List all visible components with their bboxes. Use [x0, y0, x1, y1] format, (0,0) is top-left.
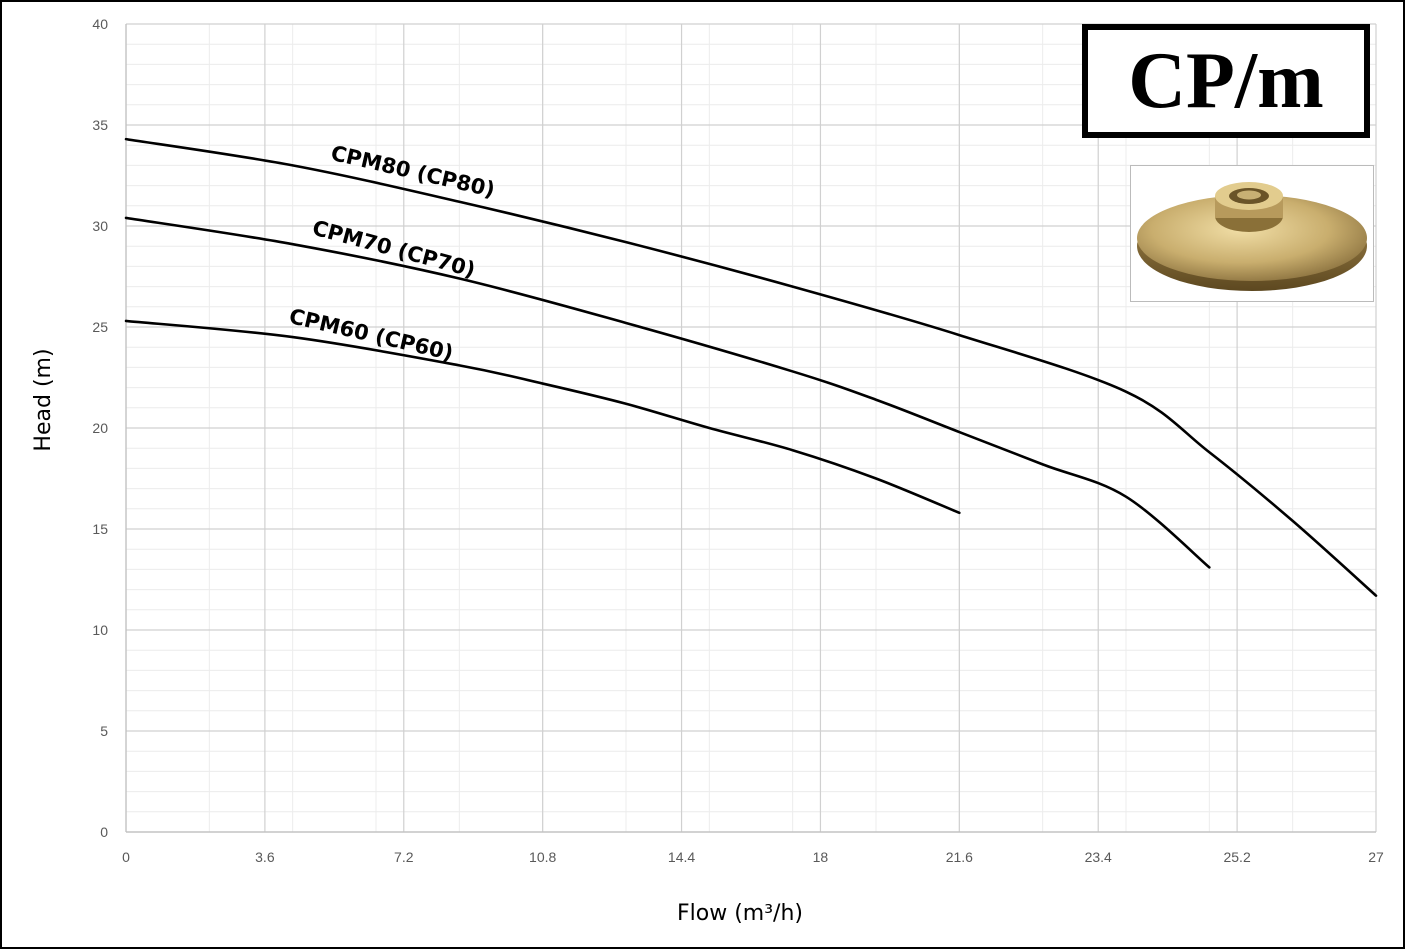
y-axis-title: Head (m)	[31, 348, 56, 451]
tick-labels: 0 3.6 7.2 10.8 14.4 18 21.6 23.4 25.2 27 0 5 10 15 20 2…	[92, 16, 1384, 865]
y-tick-label: 40	[92, 16, 108, 32]
x-tick-label: 3.6	[255, 849, 275, 865]
title-box: CP/m	[1082, 24, 1370, 138]
curve-labels: CPM80 (CP80)CPM70 (CP70)CPM60 (CP60)	[287, 141, 497, 365]
chart-title: CP/m	[1128, 37, 1324, 125]
y-tick-label: 35	[92, 117, 108, 133]
x-tick-label: 18	[813, 849, 829, 865]
curve-0	[124, 137, 1378, 597]
performance-curves	[124, 137, 1378, 597]
y-tick-label: 5	[100, 723, 108, 739]
y-tick-label: 10	[92, 622, 108, 638]
grid	[125, 23, 1377, 833]
x-tick-label: 0	[122, 849, 130, 865]
curve-2	[124, 319, 961, 515]
y-tick-label: 30	[92, 218, 108, 234]
x-tick-label: 14.4	[668, 849, 695, 865]
y-tick-label: 25	[92, 319, 108, 335]
x-axis-title: Flow (m³/h)	[677, 901, 803, 926]
curve-1	[124, 216, 1211, 569]
series-label: CPM60 (CP60)	[287, 304, 456, 365]
x-tick-label: 7.2	[394, 849, 414, 865]
x-tick-label: 25.2	[1223, 849, 1250, 865]
x-tick-label: 10.8	[529, 849, 556, 865]
impeller-icon	[1137, 182, 1367, 291]
y-tick-label: 15	[92, 521, 108, 537]
x-tick-label: 23.4	[1085, 849, 1112, 865]
series-label: CPM80 (CP80)	[329, 141, 498, 202]
x-tick-label: 21.6	[946, 849, 973, 865]
x-tick-label: 27	[1368, 849, 1384, 865]
impeller-image	[1130, 165, 1374, 302]
y-tick-label: 20	[92, 420, 108, 436]
y-tick-label: 0	[100, 824, 108, 840]
